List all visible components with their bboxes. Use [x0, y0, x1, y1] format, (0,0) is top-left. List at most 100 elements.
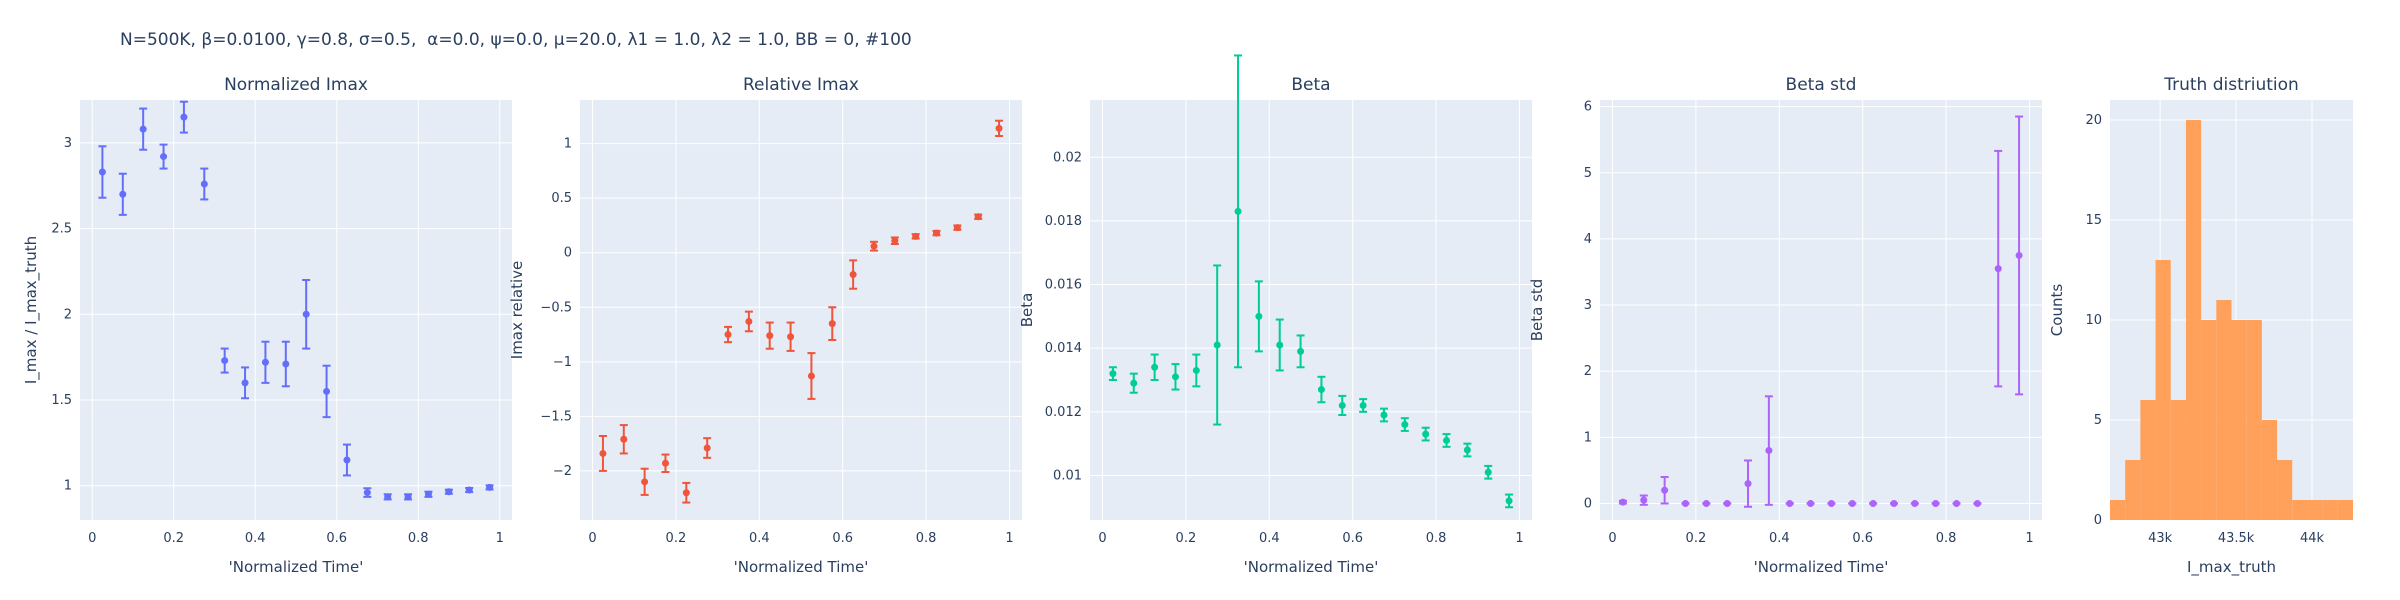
y-tick-label: 0 [1584, 496, 1592, 511]
data-point [1681, 499, 1689, 507]
y-tick-label: 1 [1584, 430, 1592, 445]
x-tick-label: 1 [1515, 531, 1523, 546]
chart-panel-3: 0 0.2 0.4 0.6 0.8 1 0 1 2 3 4 5 6 Beta std 'Normalized… [1528, 75, 2042, 576]
data-point [1192, 366, 1200, 374]
plot-area [80, 100, 512, 520]
data-point [384, 493, 392, 501]
data-point [1234, 207, 1242, 215]
y-tick-label: 0.018 [1045, 214, 1082, 229]
data-point [302, 310, 310, 318]
data-point [1255, 312, 1263, 320]
data-point [98, 168, 106, 176]
histogram-bar [2125, 460, 2141, 520]
x-tick-label: 0.2 [666, 531, 687, 546]
data-point [995, 124, 1003, 132]
x-axis-title: 'Normalized Time' [1244, 558, 1379, 576]
histogram-bar [2155, 260, 2171, 520]
y-tick-label: 1 [564, 137, 572, 152]
data-point [1723, 499, 1731, 507]
data-point [1171, 373, 1179, 381]
x-tick-label: 0.6 [832, 531, 853, 546]
y-tick-label: 5 [1584, 166, 1592, 181]
y-tick-label: 6 [1584, 100, 1592, 115]
data-point [661, 459, 669, 467]
data-point [241, 379, 249, 387]
histogram-bar [2261, 420, 2278, 520]
y-tick-label: 0.5 [551, 191, 572, 206]
data-point [404, 493, 412, 501]
histogram-bar [2322, 500, 2338, 520]
data-point [2015, 251, 2023, 259]
x-tick-label: 0.4 [749, 531, 770, 546]
data-point [1443, 436, 1451, 444]
data-point [1786, 499, 1794, 507]
histogram-bar [2277, 460, 2293, 520]
data-point [599, 449, 607, 457]
data-point [1765, 447, 1773, 455]
data-point [1463, 446, 1471, 454]
data-point [807, 372, 815, 380]
x-tick-label: 1 [2025, 531, 2033, 546]
x-tick-label: 0.6 [326, 531, 347, 546]
x-tick-label: 0 [1608, 531, 1616, 546]
y-tick-label: 0.016 [1045, 278, 1082, 293]
x-tick-label: 0.4 [245, 531, 266, 546]
data-point [1484, 468, 1492, 476]
chart-panel-0: 0 0.2 0.4 0.6 0.8 1 1 1.5 2 2.5 3 Normalized Imax 'N… [22, 75, 512, 576]
data-point [119, 190, 127, 198]
histogram-bar [2337, 500, 2353, 520]
x-tick-label: 0.8 [1936, 531, 1957, 546]
data-point [1890, 499, 1898, 507]
data-point [1744, 480, 1752, 488]
x-tick-label: 0.8 [1426, 531, 1447, 546]
data-point [849, 271, 857, 279]
data-point [828, 320, 836, 328]
y-tick-label: 3 [64, 136, 72, 151]
x-tick-label: 0 [588, 531, 596, 546]
data-point [1827, 499, 1835, 507]
data-point [343, 456, 351, 464]
data-point [1338, 401, 1346, 409]
x-tick-label: 0 [88, 531, 96, 546]
y-tick-label: 10 [2085, 313, 2102, 328]
y-tick-label: 0 [564, 246, 572, 261]
data-point [1848, 499, 1856, 507]
chart-panel-1: 0 0.2 0.4 0.6 0.8 1 −2 −1.5 −1 −0.5 0 0.5 1 Relative … [508, 75, 1022, 576]
plot-area [580, 100, 1022, 520]
y-tick-label: 4 [1584, 232, 1592, 247]
data-point [682, 489, 690, 497]
x-axis-title: I_max_truth [2187, 558, 2276, 577]
data-point [1130, 379, 1138, 387]
data-point [1401, 421, 1409, 429]
data-point [1317, 386, 1325, 394]
y-axis-title: I_max / I_max_truth [22, 236, 41, 384]
y-tick-label: 20 [2085, 113, 2102, 128]
data-point [933, 229, 941, 237]
y-tick-label: 0.02 [1053, 150, 1082, 165]
x-tick-label: 0.6 [1342, 531, 1363, 546]
y-axis-title: Beta [1018, 293, 1036, 328]
data-point [200, 180, 208, 188]
x-tick-label: 0.2 [1176, 531, 1197, 546]
x-axis-title: 'Normalized Time' [734, 558, 869, 576]
data-point [261, 358, 269, 366]
x-tick-label: 0 [1098, 531, 1106, 546]
y-axis-title: Beta std [1528, 279, 1546, 342]
y-tick-label: 5 [2094, 413, 2102, 428]
data-point [724, 331, 732, 339]
data-point [160, 153, 168, 161]
y-tick-label: −0.5 [540, 300, 572, 315]
x-tick-label: 0.8 [408, 531, 429, 546]
data-point [180, 113, 188, 121]
data-point [787, 333, 795, 341]
panel-title: Normalized Imax [224, 75, 368, 95]
y-tick-label: 2.5 [51, 222, 72, 237]
x-tick-label: 1 [1005, 531, 1013, 546]
y-tick-label: 0.014 [1045, 341, 1082, 356]
data-point [465, 486, 473, 494]
data-point [953, 224, 961, 232]
y-tick-label: −1 [553, 355, 572, 370]
x-tick-label: 43.5k [2218, 531, 2255, 546]
y-tick-label: 2 [1584, 364, 1592, 379]
data-point [1932, 499, 1940, 507]
